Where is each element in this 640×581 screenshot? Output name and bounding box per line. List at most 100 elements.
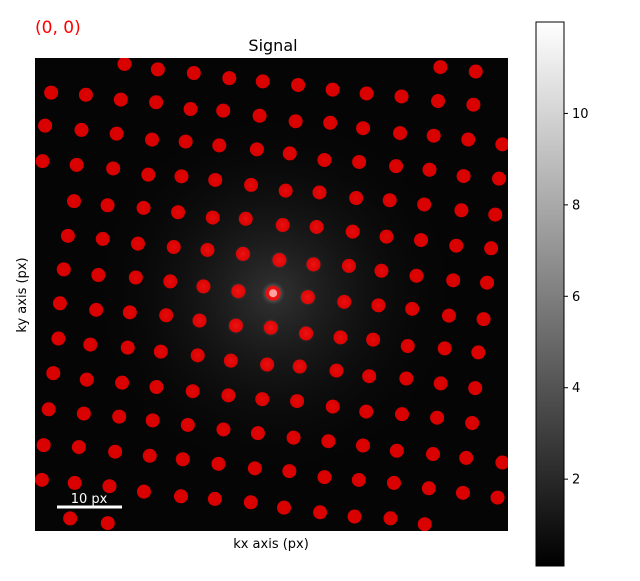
spot-marker [91, 267, 106, 282]
spot-marker [409, 268, 424, 283]
spot-marker [480, 275, 495, 290]
spot-marker [345, 224, 360, 239]
spot-marker [417, 517, 432, 531]
spot-marker [466, 97, 481, 112]
spot-marker [69, 157, 84, 172]
spot-marker [329, 363, 344, 378]
spot-marker [366, 332, 381, 347]
spot-marker [317, 152, 332, 167]
spot-marker [476, 312, 491, 327]
spot-marker [394, 89, 409, 104]
spot-marker [185, 384, 200, 399]
spot-marker [413, 233, 428, 248]
scale-bar: 10 px [57, 492, 122, 509]
spot-marker [379, 229, 394, 244]
spot-marker [468, 64, 483, 79]
spot-marker [359, 86, 374, 101]
spot-marker [386, 475, 401, 490]
spot-marker [173, 489, 188, 504]
spot-marker [399, 371, 414, 386]
spot-marker [431, 94, 446, 109]
spot-marker [115, 375, 130, 390]
spot-marker [333, 330, 348, 345]
spot-marker [263, 320, 278, 335]
spot-marker [238, 211, 253, 226]
spot-marker [349, 190, 364, 205]
colorbar-tick-label: 6 [572, 290, 580, 305]
spot-marker [421, 481, 436, 496]
spot-marker [109, 126, 124, 141]
spot-marker [441, 308, 456, 323]
spot-marker [309, 219, 324, 234]
spot-marker [78, 87, 93, 102]
colorbar-ticks: 2 4 6 8 10 [564, 107, 589, 488]
spot-marker [159, 308, 174, 323]
spot-marker [490, 490, 505, 505]
spot-marker [175, 452, 190, 467]
spot-marker [200, 242, 215, 257]
spot-marker [437, 341, 452, 356]
spot-marker [106, 161, 121, 176]
spot-marker [208, 172, 223, 187]
spot-marker [56, 262, 71, 277]
spot-marker [102, 479, 117, 494]
spot-marker [374, 263, 389, 278]
spot-marker [292, 359, 307, 374]
spot-marker [216, 422, 231, 437]
spot-marker [38, 118, 53, 133]
spot-marker [52, 296, 67, 311]
spot-marker [136, 484, 151, 499]
spot-marker [74, 122, 89, 137]
spot-marker [178, 134, 193, 149]
spot-marker [228, 318, 243, 333]
spot-marker [433, 376, 448, 391]
spot-marker [117, 58, 132, 71]
spot-marker [422, 162, 437, 177]
spot-marker [278, 183, 293, 198]
spot-marker [142, 448, 157, 463]
spot-marker [389, 443, 404, 458]
spot-marker [153, 344, 168, 359]
spot-marker [347, 509, 362, 524]
spot-marker [454, 203, 469, 218]
spot-marker [174, 169, 189, 184]
colorbar-tick-label: 10 [572, 107, 589, 122]
spot-marker [299, 326, 314, 341]
spot-marker [313, 505, 328, 520]
spot-marker [430, 410, 445, 425]
spot-marker [468, 381, 483, 396]
spot-marker [231, 284, 246, 299]
spot-marker [492, 171, 507, 186]
colorbar-gradient [535, 21, 565, 567]
spot-marker [495, 455, 508, 470]
spot-marker [488, 207, 503, 222]
spot-marker [112, 409, 127, 424]
spot-marker [212, 138, 227, 153]
spot-marker [255, 74, 270, 89]
spot-marker [67, 475, 82, 490]
spot-marker [95, 231, 110, 246]
spot-marker [243, 495, 258, 510]
spot-markers [35, 58, 508, 531]
chart-title: Signal [248, 36, 297, 55]
spot-marker [417, 197, 432, 212]
spot-marker [325, 82, 340, 97]
spot-marker [317, 470, 332, 485]
spot-marker [465, 415, 480, 430]
spot-marker [312, 185, 327, 200]
spot-marker [141, 167, 156, 182]
spot-marker [76, 406, 91, 421]
spot-marker [35, 472, 49, 487]
spot-marker [425, 447, 440, 462]
spot-marker [196, 279, 211, 294]
spot-marker [211, 456, 226, 471]
spot-marker [282, 464, 297, 479]
spot-marker [337, 294, 352, 309]
spot-marker [223, 353, 238, 368]
spot-marker [291, 77, 306, 92]
spot-marker [282, 146, 297, 161]
x-axis-label: kx axis (px) [233, 537, 309, 552]
spot-marker [89, 302, 104, 317]
spot-marker [192, 313, 207, 328]
spot-marker [100, 516, 115, 531]
